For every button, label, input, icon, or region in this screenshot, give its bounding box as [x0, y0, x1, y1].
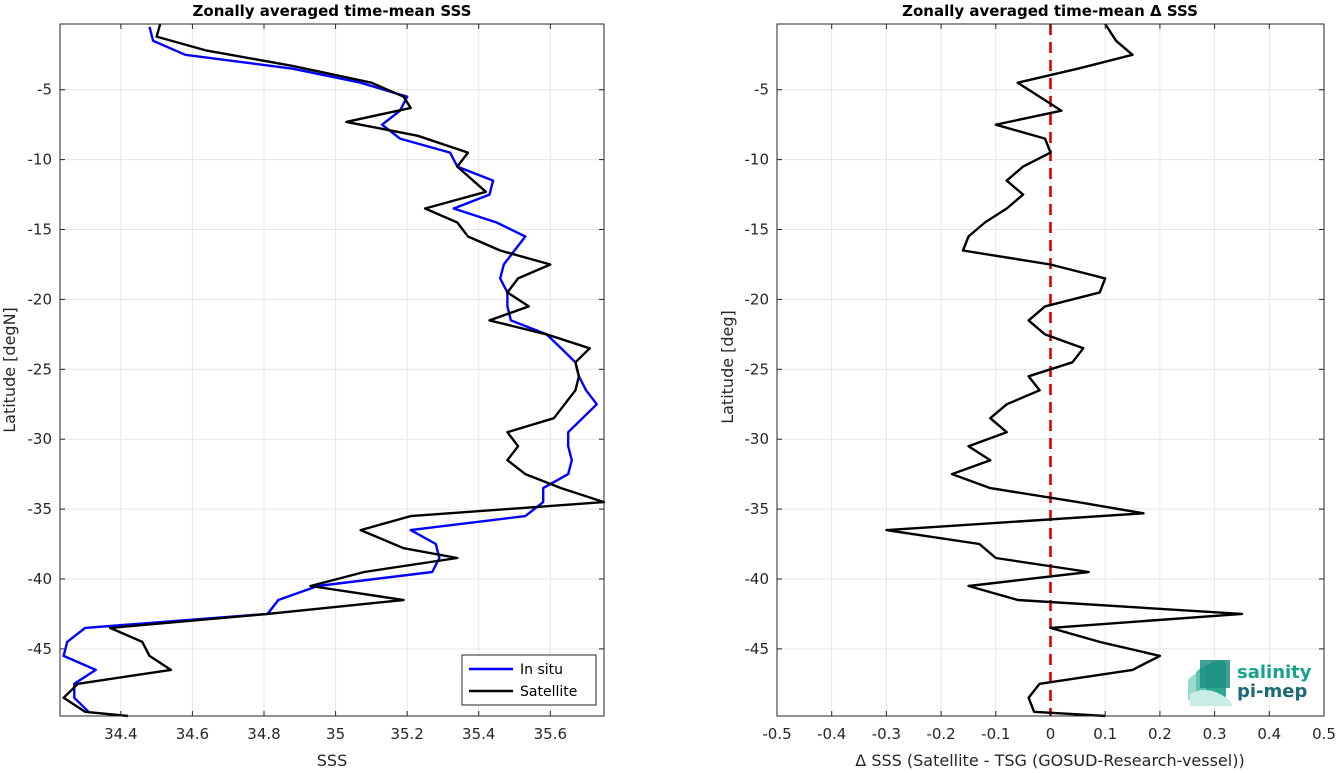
left-grid: [60, 24, 604, 716]
right-y-axis-label: Latitude [deg]: [718, 310, 737, 424]
right-y-tick-label: -10: [745, 151, 770, 169]
right-x-tick-label: 0.1: [1093, 725, 1117, 743]
left-series-line-satellite: [62, 23, 606, 718]
right-y-tick-label: -30: [745, 430, 770, 448]
right-series-line-delta-sss: [885, 23, 1244, 718]
right-y-tick-label: -45: [745, 640, 770, 658]
left-y-tick-label: -30: [28, 430, 53, 448]
logo-wave-icon: [1188, 660, 1232, 706]
right-x-tick-label: -0.2: [926, 725, 955, 743]
left-chart-title: Zonally averaged time-mean SSS: [193, 2, 472, 20]
legend-insitu-label: In situ: [520, 662, 563, 678]
right-x-tick-label: -0.4: [817, 725, 846, 743]
right-x-tick-label: 0.4: [1257, 725, 1281, 743]
right-x-tick-label: 0.5: [1312, 725, 1336, 743]
left-y-tick-label: -40: [28, 570, 53, 588]
logo-text-pi-mep: pi-mep: [1237, 681, 1307, 702]
left-y-tick-label: -35: [28, 500, 53, 518]
left-x-tick-label: 35.2: [390, 725, 423, 743]
right-y-tick-label: -25: [745, 360, 770, 378]
left-y-tick-label: -20: [28, 290, 53, 308]
left-plot-background: [60, 24, 604, 716]
right-x-tick-label: 0: [1046, 725, 1056, 743]
right-x-tick-label: 0.3: [1203, 725, 1227, 743]
legend: In situ Satellite: [461, 654, 597, 706]
salinity-pi-mep-logo: salinity pi-mep: [1188, 660, 1312, 706]
left-y-tick-label: -10: [28, 151, 53, 169]
left-axes-box: [59, 23, 605, 717]
left-y-tick-label: -5: [37, 81, 52, 99]
left-y-axis-label: Latitude [degN]: [0, 307, 19, 433]
left-x-tick-label: 34.8: [247, 725, 280, 743]
right-x-tick-label: -0.1: [981, 725, 1010, 743]
left-x-tick-label: 34.4: [104, 725, 137, 743]
left-x-tick-label: 35.6: [534, 725, 567, 743]
right-y-tick-label: -15: [745, 221, 770, 239]
left-y-tick-label: -15: [28, 221, 53, 239]
legend-box: [461, 654, 597, 706]
right-y-tick-label: -20: [745, 290, 770, 308]
right-y-tick-label: -40: [745, 570, 770, 588]
right-x-tick-label: -0.3: [872, 725, 901, 743]
right-chart-title: Zonally averaged time-mean Δ SSS: [902, 2, 1198, 20]
right-panel: Zonally averaged time-mean Δ SSS Δ SSS (…: [718, 2, 1336, 770]
right-y-tick-label: -5: [754, 81, 769, 99]
left-x-axis-label: SSS: [317, 751, 347, 769]
left-x-tick-label: 34.6: [176, 725, 209, 743]
right-x-tick-label: 0.2: [1148, 725, 1172, 743]
left-x-tick-label: 35: [326, 725, 345, 743]
right-x-axis-label: Δ SSS (Satellite - TSG (GOSUD-Research-v…: [855, 751, 1244, 769]
left-panel: Zonally averaged time-mean SSS SSS Latit…: [0, 2, 606, 770]
left-y-tick-label: -45: [28, 640, 53, 658]
logo-text-salinity: salinity: [1237, 662, 1312, 683]
right-x-tick-label: -0.5: [762, 725, 791, 743]
legend-satellite-label: Satellite: [520, 684, 577, 700]
right-y-tick-label: -35: [745, 500, 770, 518]
left-y-tick-label: -25: [28, 360, 53, 378]
left-x-tick-label: 35.4: [462, 725, 495, 743]
